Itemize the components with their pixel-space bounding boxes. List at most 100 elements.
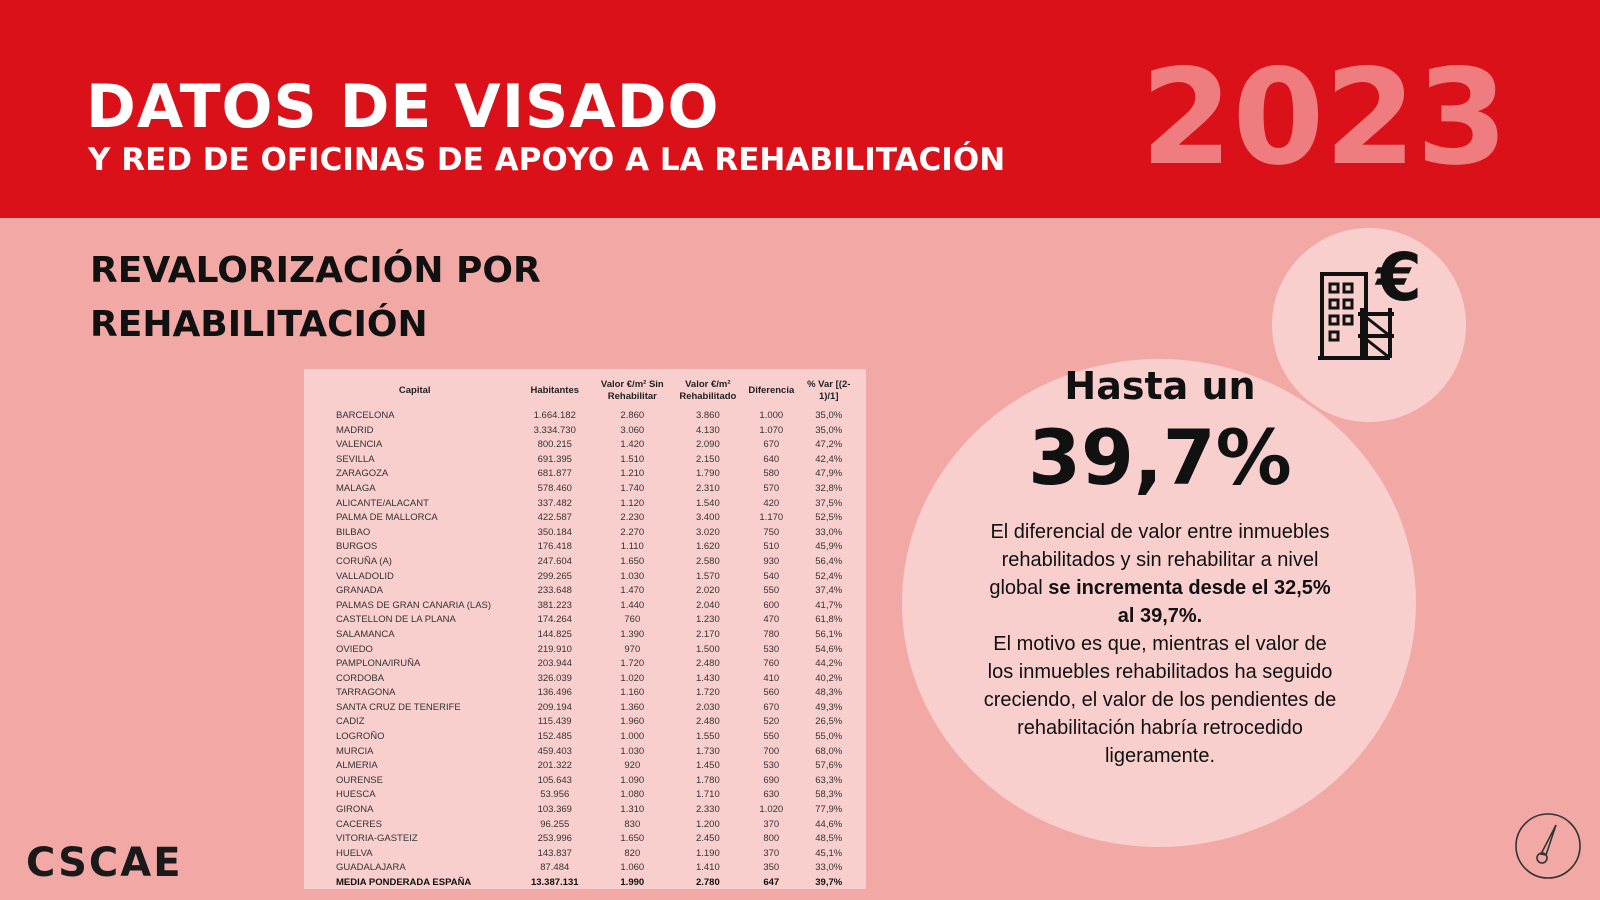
table-cell-capital: SALAMANCA: [336, 628, 395, 640]
table-row: GRANADA 233.648 1.470 2.020 550 37,4%: [314, 584, 860, 599]
table-cell-value: 1.570: [695, 570, 720, 582]
table-cell-capital: GUADALAJARA: [336, 862, 406, 874]
table-cell-value: 820: [624, 847, 641, 859]
table-cell-value: 35,0%: [815, 410, 843, 421]
table-cell-value: 3.334.730: [533, 424, 576, 436]
table-cell-value: 570: [763, 482, 780, 494]
table-cell-value: 410: [763, 672, 780, 684]
table-row: BILBAO 350.184 2.270 3.020 750 33,0%: [314, 526, 860, 541]
table-row: ALICANTE/ALACANT 337.482 1.120 1.540 420 37,5…: [314, 497, 860, 512]
table-cell-value: 33,0%: [815, 862, 843, 874]
table-cell-capital: ALMERIA: [336, 760, 378, 772]
table-cell-value: 2.040: [695, 599, 720, 611]
table-cell-value: 1.310: [620, 804, 645, 816]
table-cell-value: 1.550: [695, 731, 720, 743]
table-header-row: Capital Habitantes Valor €/m² Sin Rehabili…: [314, 373, 860, 409]
table-cell-value: 55,0%: [815, 731, 843, 743]
table-cell-capital: BARCELONA: [336, 410, 395, 421]
table-cell-capital: MADRID: [336, 424, 374, 436]
table-cell-value: 800.215: [537, 439, 572, 451]
table-cell-value: 253.996: [537, 833, 572, 845]
table-cell-value: 105.643: [537, 774, 572, 786]
table-cell-value: 640: [763, 453, 780, 465]
table-header-col-valor-sin: Valor €/m² Sin Rehabilitar: [600, 379, 664, 402]
section-title: REVALORIZACIÓN POR REHABILITACIÓN: [90, 244, 650, 352]
table-cell-value: 1.000: [620, 731, 645, 743]
table-cell-value: 550: [763, 731, 780, 743]
table-cell-capital: CADIZ: [336, 716, 365, 728]
table-row: VALLADOLID 299.265 1.030 1.570 540 52,4%: [314, 570, 860, 585]
table-cell-value: 350.184: [537, 526, 572, 538]
table-cell-capital: MURCIA: [336, 745, 374, 757]
table-cell-value: 37,4%: [815, 585, 843, 597]
highlight-circle: [902, 359, 1416, 847]
table-cell-value: 42,4%: [815, 453, 843, 465]
table-cell-value: 1.120: [620, 497, 645, 509]
compass-icon: [1515, 813, 1581, 879]
table-cell-value: 26,5%: [815, 716, 843, 728]
table-cell-value: 49,3%: [815, 701, 843, 713]
table-cell-value: 32,8%: [815, 482, 843, 494]
table-row: GIRONA 103.369 1.310 2.330 1.020 77,9%: [314, 803, 860, 818]
table-cell-value: 63,3%: [815, 774, 843, 786]
table-cell-value: 52,4%: [815, 570, 843, 582]
table-cell-value: 40,2%: [815, 672, 843, 684]
table-cell-value: 56,4%: [815, 555, 843, 567]
table-cell-capital: CASTELLON DE LA PLANA: [336, 614, 456, 626]
table-cell-value: 61,8%: [815, 614, 843, 626]
highlight-value: 39,7%: [1028, 413, 1292, 502]
table-cell-value: 1.664.182: [533, 410, 576, 421]
table-cell-capital: VITORIA-GASTEIZ: [336, 833, 418, 845]
table-cell-value: 2.150: [695, 453, 720, 465]
table-cell-capital: VALLADOLID: [336, 570, 394, 582]
table-row: VALENCIA 800.215 1.420 2.090 670 47,2%: [314, 438, 860, 453]
table-cell-value: 1.210: [620, 468, 645, 480]
table-cell-value: 56,1%: [815, 628, 843, 640]
table-cell-capital: BILBAO: [336, 526, 371, 538]
table-cell-value: 530: [763, 760, 780, 772]
table-cell-value: 1.110: [620, 541, 644, 553]
table-cell-value: 1.000: [759, 410, 784, 421]
table-cell-value: 2.860: [620, 410, 645, 421]
table-row: CASTELLON DE LA PLANA 174.264 760 1.230 470 6…: [314, 613, 860, 628]
table-cell-capital: ZARAGOZA: [336, 468, 389, 480]
table-cell-capital: OVIEDO: [336, 643, 373, 655]
table-cell-capital: SANTA CRUZ DE TENERIFE: [336, 701, 461, 713]
table-cell-value: 1.780: [695, 774, 720, 786]
table-cell-value: 691.395: [537, 453, 572, 465]
table-cell-value: 930: [763, 555, 780, 567]
table-header-col-valor-rehab: Valor €/m² Rehabilitado: [679, 379, 737, 402]
table-row: ALMERIA 201.322 920 1.450 530 57,6%: [314, 759, 860, 774]
table-cell-value: 970: [624, 643, 641, 655]
table-cell-capital: HUESCA: [336, 789, 376, 801]
table-body: BARCELONA 1.664.182 2.860 3.860 1.000 35,0% MA…: [314, 409, 860, 891]
table-cell-value: 47,9%: [815, 468, 843, 480]
table-header-col-diferencia: Diferencia: [748, 385, 795, 396]
table-row: ZARAGOZA 681.877 1.210 1.790 580 47,9%: [314, 467, 860, 482]
table-cell-value: 47,2%: [815, 439, 843, 451]
table-cell-capital: ALICANTE/ALACANT: [336, 497, 429, 509]
table-cell-value: 1.620: [695, 541, 720, 553]
table-cell-capital: TARRAGONA: [336, 687, 396, 699]
table-cell-value: 1.090: [620, 774, 645, 786]
table-cell-value: 201.322: [537, 760, 572, 772]
table-row: MURCIA 459.403 1.030 1.730 700 68,0%: [314, 745, 860, 760]
table-cell-capital: PAMPLONA/IRUÑA: [336, 658, 421, 670]
revaluation-table-panel: Capital Habitantes Valor €/m² Sin Rehabili…: [304, 369, 866, 889]
table-cell-value: 41,7%: [815, 599, 843, 611]
table-cell-value: 1.030: [620, 570, 645, 582]
table-cell-value: 13.387.131: [530, 877, 579, 888]
table-cell-value: 44,2%: [815, 658, 843, 670]
table-cell-value: 2.580: [695, 555, 720, 567]
table-row: MALAGA 578.460 1.740 2.310 570 32,8%: [314, 482, 860, 497]
table-row: PALMA DE MALLORCA 422.587 2.230 3.400 1.170 5…: [314, 511, 860, 526]
table-row: HUELVA 143.837 820 1.190 370 45,1%: [314, 847, 860, 862]
table-cell-value: 1.790: [695, 468, 720, 480]
table-cell-value: 57,6%: [815, 760, 843, 772]
table-cell-capital: GRANADA: [336, 585, 383, 597]
building-euro-icon: €: [1318, 250, 1422, 360]
table-cell-value: 1.430: [695, 672, 720, 684]
table-cell-value: 760: [763, 658, 780, 670]
table-cell-value: 520: [763, 716, 780, 728]
table-row: SANTA CRUZ DE TENERIFE 209.194 1.360 2.030 6…: [314, 701, 860, 716]
